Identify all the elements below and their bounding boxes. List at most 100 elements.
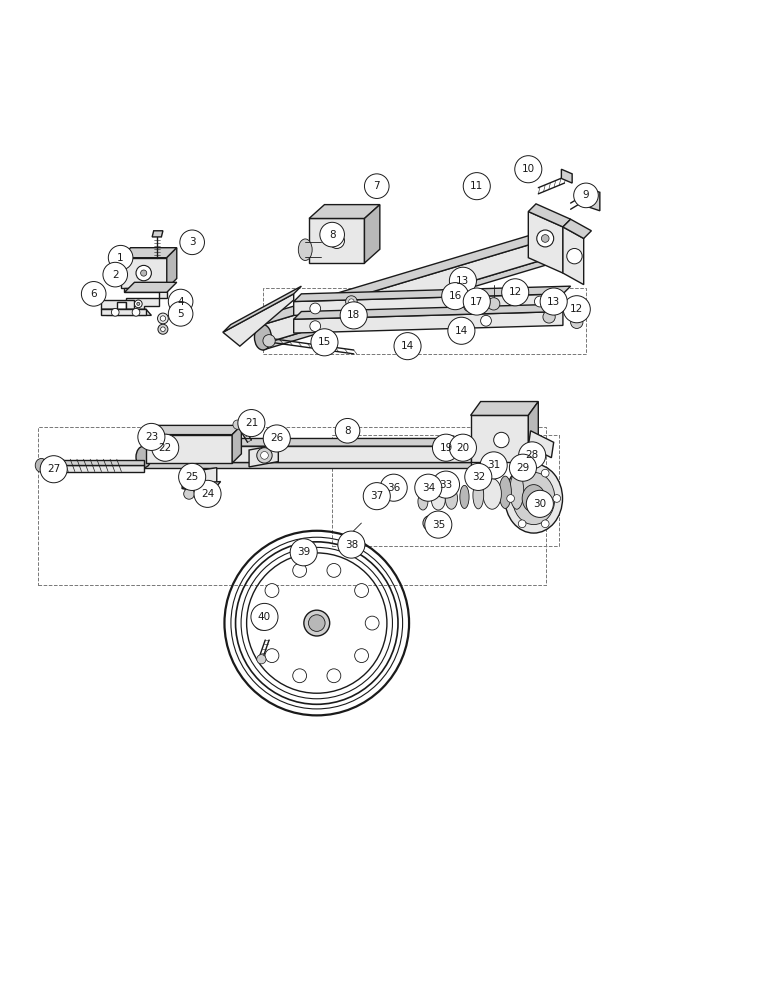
Circle shape [519,442,546,469]
Ellipse shape [483,478,501,509]
Text: 7: 7 [374,181,380,191]
Text: 19: 19 [439,443,452,453]
Polygon shape [293,294,563,315]
Circle shape [184,488,195,499]
Circle shape [111,308,119,316]
Text: 14: 14 [455,326,468,336]
Circle shape [541,235,549,242]
Polygon shape [144,462,471,468]
Text: 21: 21 [245,418,258,428]
Polygon shape [293,286,571,302]
Polygon shape [528,212,563,273]
Ellipse shape [255,325,272,350]
Circle shape [553,495,560,502]
Circle shape [425,511,452,538]
Polygon shape [293,304,571,319]
Circle shape [81,282,106,306]
Ellipse shape [298,239,312,260]
Circle shape [255,616,269,630]
Text: 4: 4 [178,297,184,307]
Text: 23: 23 [145,432,158,442]
Polygon shape [126,298,159,314]
Circle shape [311,329,338,356]
Ellipse shape [136,446,151,468]
Circle shape [518,469,526,477]
Ellipse shape [309,615,325,631]
Text: 32: 32 [472,472,485,482]
Polygon shape [309,218,364,263]
Circle shape [442,283,469,310]
Polygon shape [586,188,600,211]
Ellipse shape [499,476,511,508]
Polygon shape [263,225,563,325]
Text: 38: 38 [345,540,358,550]
Ellipse shape [445,488,458,509]
Circle shape [564,296,591,323]
Polygon shape [364,205,380,263]
Polygon shape [232,425,242,463]
Ellipse shape [432,490,445,510]
Circle shape [327,669,340,683]
Ellipse shape [510,472,523,509]
Text: 8: 8 [344,426,350,436]
Circle shape [432,471,459,498]
Polygon shape [561,169,572,183]
Polygon shape [152,231,163,237]
Circle shape [364,174,389,198]
Text: 17: 17 [470,297,483,307]
Circle shape [310,321,320,332]
Circle shape [320,222,344,247]
Circle shape [515,156,542,183]
Circle shape [432,434,459,461]
Text: 5: 5 [178,309,184,319]
Text: 36: 36 [387,483,401,493]
Ellipse shape [152,438,156,442]
Ellipse shape [423,515,438,531]
Circle shape [488,298,499,310]
Circle shape [293,563,306,577]
Ellipse shape [343,432,352,442]
Text: 3: 3 [189,237,195,247]
Ellipse shape [137,302,140,305]
Circle shape [238,410,265,437]
Circle shape [233,420,242,429]
Circle shape [380,474,408,501]
Circle shape [290,539,317,566]
Circle shape [138,423,165,450]
Bar [263,288,586,354]
Circle shape [310,303,320,314]
Polygon shape [146,435,232,463]
Circle shape [567,248,582,264]
Text: 16: 16 [449,291,462,301]
Circle shape [493,432,509,448]
Circle shape [194,480,221,507]
Text: 29: 29 [516,463,530,473]
Text: 37: 37 [370,491,384,501]
Circle shape [527,490,554,517]
Ellipse shape [418,493,428,510]
Circle shape [449,434,476,461]
Text: 10: 10 [522,164,535,174]
Polygon shape [471,415,528,462]
Circle shape [261,452,269,459]
Circle shape [574,183,598,208]
Ellipse shape [163,450,167,454]
Polygon shape [101,309,151,315]
Circle shape [265,649,279,663]
Circle shape [480,452,507,479]
Circle shape [441,450,452,461]
Text: 31: 31 [487,460,500,470]
Text: 20: 20 [456,443,469,453]
Circle shape [335,418,360,443]
Polygon shape [167,248,177,288]
Circle shape [103,262,127,287]
Text: 8: 8 [329,230,336,240]
Circle shape [338,531,365,558]
Polygon shape [563,227,584,285]
Circle shape [465,463,492,490]
Text: 12: 12 [509,287,522,297]
Text: 12: 12 [571,304,584,314]
Polygon shape [223,286,301,332]
Polygon shape [309,205,380,218]
Text: 9: 9 [583,190,589,200]
